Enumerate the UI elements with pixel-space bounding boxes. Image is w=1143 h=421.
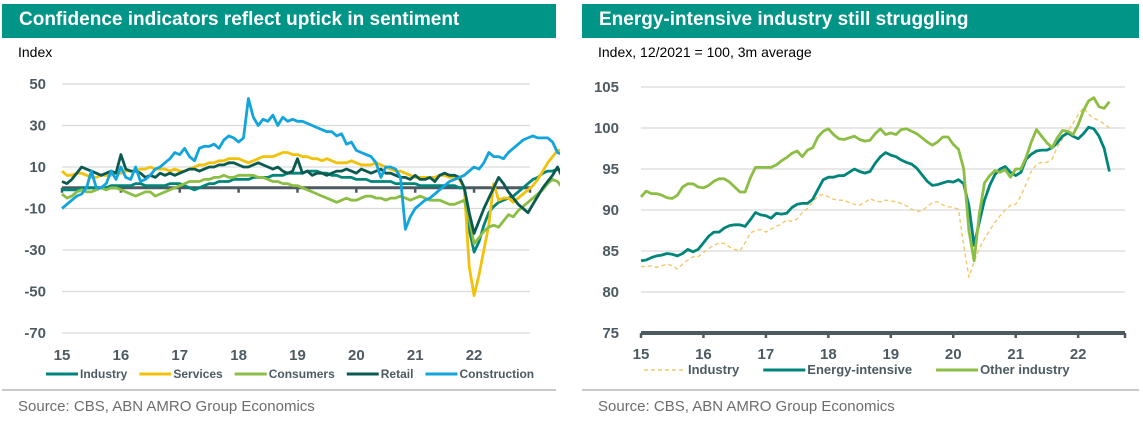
y-tick-label: 10 [29,159,46,176]
x-tick-label: 17 [758,346,775,363]
x-tick-label: 20 [945,346,962,363]
x-tick-label: 21 [407,347,424,364]
x-tick-label: 16 [695,346,712,363]
y-tick-label: 100 [594,120,619,137]
x-tick-label: 22 [466,347,483,364]
x-tick-label: 21 [1007,346,1024,363]
y-tick-label: -10 [24,201,46,218]
legend-label-consumers: Consumers [269,367,335,381]
chart-title-bar: Confidence indicators reflect uptick in … [2,4,556,38]
y-tick-label: -30 [24,242,46,259]
legend-label-construction: Construction [459,367,534,381]
series-line-industry [62,167,560,254]
x-tick-label: 19 [882,346,899,363]
source-note: Source: CBS, ABN AMRO Group Economics [18,398,315,415]
legend-label-energy-intensive: Energy-intensive [807,362,912,377]
source-divider [2,389,556,391]
x-tick-label: 22 [1070,346,1087,363]
series-line-retail [61,153,560,235]
x-tick-label: 16 [113,347,130,364]
x-tick-label: 15 [633,346,650,363]
x-tick-label: 19 [289,347,306,364]
x-tick-label: 18 [820,346,837,363]
energy-industry-chart-panel: Energy-intensive industry still struggli… [580,0,1143,421]
x-tick-label: 18 [230,347,247,364]
y-axis-unit-label: Index, 12/2021 = 100, 3m average [598,44,812,60]
chart-title: Confidence indicators reflect uptick in … [19,9,460,30]
legend-label-services: Services [173,367,223,381]
y-tick-label: 50 [29,76,46,93]
y-tick-label: 30 [29,118,46,135]
source-note: Source: CBS, ABN AMRO Group Economics [598,398,895,415]
confidence-chart-plot: 50 30 10 -10 -30 -50 -70 15 16 17 18 19 20 21 22 Indust… [24,76,560,381]
y-tick-label: -70 [24,325,46,342]
source-divider [582,389,1139,391]
series-line-energy-intensive [640,125,1111,263]
legend-label-retail: Retail [381,367,414,381]
confidence-chart-panel: Confidence indicators reflect uptick in … [0,0,560,421]
x-tick-label: 17 [171,347,188,364]
x-tick-label: 20 [348,347,365,364]
series-line-construction [61,97,560,231]
y-tick-label: 75 [602,325,619,342]
legend-label-industry: Industry [80,367,128,381]
y-tick-label: 95 [602,161,619,178]
y-tick-label: 90 [602,202,619,219]
legend-label-other-industry: Other industry [980,362,1070,377]
series-line-consumers [61,173,560,246]
energy-industry-chart-plot: 105 100 95 90 85 80 75 15 16 17 18 19 20 21 22 Industry… [594,79,1127,377]
y-tick-label: 85 [602,243,619,260]
y-tick-label: 80 [602,284,619,301]
chart-title: Energy-intensive industry still struggli… [599,9,969,30]
series-line-other-industry [639,96,1111,263]
chart-title-bar: Energy-intensive industry still struggli… [582,4,1139,38]
y-axis-unit-label: Index [18,44,53,60]
x-tick-label: 15 [54,347,71,364]
series-line-industry [641,106,1110,278]
series-line-services [61,148,560,298]
legend-label-industry: Industry [688,362,740,377]
y-tick-label: -50 [24,284,46,301]
y-tick-label: 105 [594,79,619,96]
